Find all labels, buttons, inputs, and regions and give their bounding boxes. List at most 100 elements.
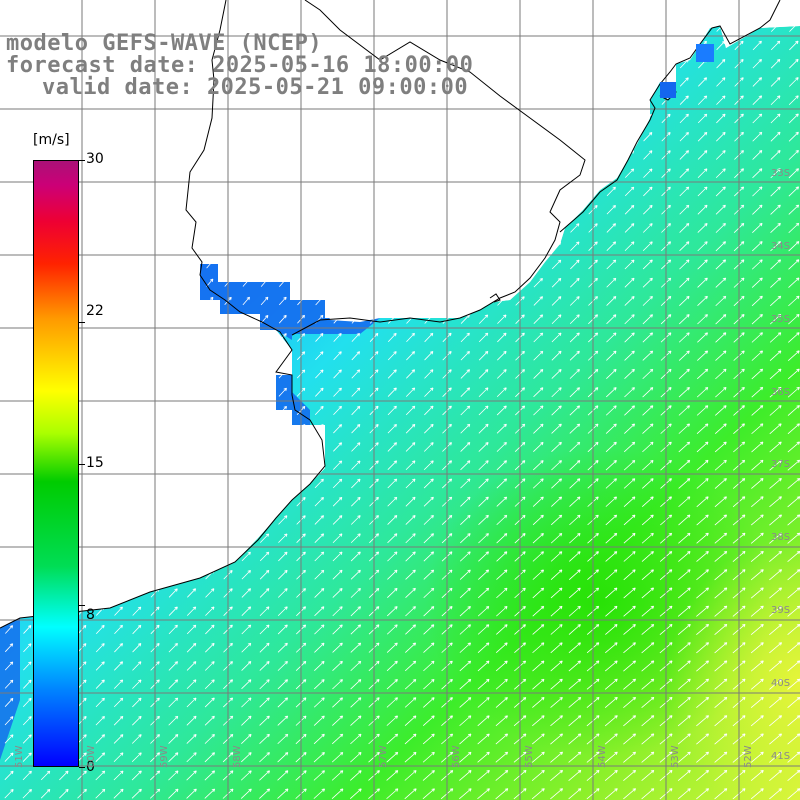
wind-arrow [332, 515, 343, 525]
wind-arrow [386, 606, 398, 617]
lon-label: 57W [378, 745, 389, 768]
wind-arrow [477, 715, 490, 727]
wind-arrow [606, 186, 616, 197]
wind-arrow [770, 277, 782, 288]
wind-arrow [241, 624, 252, 635]
wind-arrow [605, 514, 618, 526]
wind-arrow [333, 369, 342, 379]
wind-arrow [788, 222, 800, 234]
wind-arrow [495, 733, 509, 745]
wind-arrow [716, 113, 726, 124]
wind-arrow [714, 532, 728, 544]
wind-arrow [697, 295, 708, 307]
wind-arrow [787, 386, 800, 398]
wind-arrow [496, 405, 507, 416]
wind-arrow [460, 442, 471, 452]
wind-arrow [750, 715, 764, 727]
wind-arrow [533, 277, 543, 288]
wind-arrow [495, 788, 509, 800]
wind-arrow [423, 442, 434, 452]
wind-arrow [331, 788, 344, 799]
wind-arrow [769, 441, 782, 453]
wind-arrow [132, 715, 142, 726]
wind-arrow [478, 496, 489, 507]
wind-arrow [750, 769, 764, 781]
wind-arrow [386, 733, 399, 745]
wind-arrow [332, 496, 343, 507]
wind-arrow [459, 533, 471, 544]
wind-arrow [405, 606, 416, 617]
wind-arrow [241, 679, 252, 690]
wind-arrow [406, 332, 415, 343]
wind-arrow [332, 679, 343, 690]
wind-arrow [532, 697, 545, 708]
wind-arrow [459, 751, 472, 763]
wind-arrow [349, 788, 362, 799]
wind-arrow [623, 569, 636, 581]
wind-arrow [259, 533, 270, 543]
wind-arrow [387, 351, 397, 361]
wind-arrow [387, 332, 397, 342]
wind-arrow [333, 387, 342, 397]
colorbar-tick-label: 30 [86, 151, 104, 167]
wind-arrow [423, 624, 435, 635]
wind-arrow [750, 696, 764, 708]
wind-arrow [769, 788, 783, 800]
wind-arrow [606, 241, 617, 251]
wind-arrow [751, 405, 764, 416]
wind-arrow [386, 715, 399, 726]
wind-arrow [331, 733, 344, 745]
wind-arrow [697, 314, 708, 325]
wind-arrow [459, 551, 471, 562]
wind-arrow [113, 788, 124, 799]
wind-arrow [678, 441, 691, 453]
wind-arrow [314, 660, 325, 671]
wind-arrow [332, 533, 343, 544]
wind-arrow [495, 715, 508, 727]
wind-arrow [696, 751, 710, 763]
wind-arrow [205, 606, 215, 616]
wind-arrow [770, 40, 781, 51]
wind-arrow [677, 587, 691, 599]
wind-arrow [550, 751, 564, 763]
wind-arrow [387, 387, 397, 397]
wind-arrow [241, 551, 251, 562]
wind-arrow [787, 423, 800, 435]
wind-arrow [478, 551, 489, 562]
wind-arrow [386, 679, 398, 690]
wind-arrow [623, 642, 636, 654]
wind-arrow [404, 751, 417, 763]
wind-arrow [678, 332, 690, 343]
wind-arrow [550, 587, 563, 599]
wind-arrow [605, 605, 618, 617]
wind-arrow [532, 605, 545, 617]
wind-arrow [113, 770, 124, 781]
wind-arrow [568, 678, 582, 690]
wind-arrow [350, 770, 362, 781]
wind-arrow [696, 623, 710, 635]
wind-arrow [351, 369, 361, 379]
wind-arrow [551, 369, 562, 379]
wind-arrow [477, 642, 490, 653]
wind-arrow [386, 697, 398, 708]
wind-arrow [752, 113, 763, 124]
wind-arrow [405, 515, 416, 525]
wind-arrow [277, 606, 288, 617]
wind-arrow [424, 369, 434, 379]
wind-arrow [716, 131, 726, 142]
wind-arrow [752, 95, 763, 105]
wind-arrow [770, 58, 781, 69]
wind-arrow [405, 642, 417, 653]
wind-arrow [715, 314, 727, 325]
wind-arrow [679, 204, 690, 215]
wind-arrow [22, 697, 32, 707]
lat-label: 38S [771, 532, 791, 543]
wind-arrow [678, 496, 691, 508]
wind-arrow [331, 770, 344, 781]
wind-arrow [168, 588, 178, 598]
wind-arrow [679, 223, 690, 233]
wind-arrow [350, 679, 362, 690]
wind-arrow [4, 716, 14, 726]
wind-arrow [605, 642, 618, 654]
wind-arrow [241, 642, 252, 653]
